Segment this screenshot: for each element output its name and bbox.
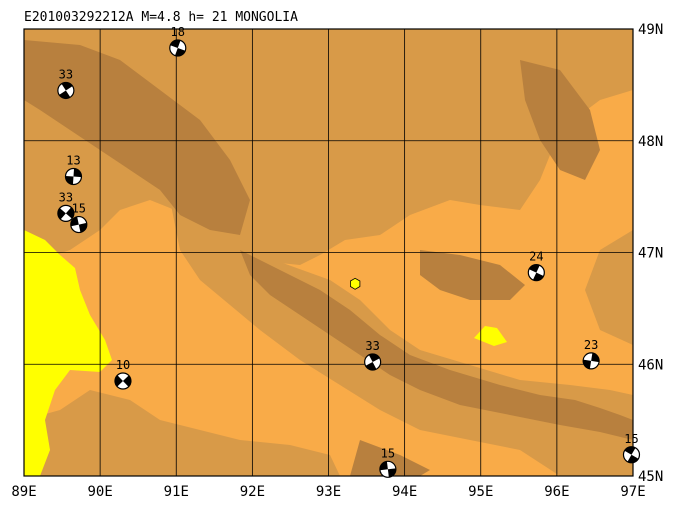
- depth-label: 24: [529, 250, 543, 264]
- longitude-tick-label: 95E: [468, 484, 493, 500]
- depth-label: 10: [116, 358, 130, 372]
- epicenter-marker: [349, 277, 361, 290]
- longitude-tick-label: 97E: [620, 484, 645, 500]
- compressional-quadrant: [583, 359, 592, 369]
- focal-mechanism: 15: [70, 202, 88, 234]
- compressional-quadrant: [65, 175, 74, 185]
- compressional-quadrant: [70, 216, 79, 227]
- depth-label: 33: [59, 190, 73, 204]
- longitude-tick-label: 96E: [544, 484, 569, 500]
- compressional-quadrant: [624, 446, 636, 455]
- compressional-quadrant: [379, 461, 388, 471]
- compressional-quadrant: [175, 47, 186, 56]
- terrain-ridge-east: [420, 250, 525, 300]
- compressional-quadrant: [78, 222, 87, 233]
- depth-label: 33: [59, 67, 73, 81]
- focal-mechanism: 33: [364, 339, 382, 371]
- compressional-quadrant: [65, 207, 74, 219]
- compressional-quadrant: [59, 90, 71, 99]
- terrain-ridge-northeast: [520, 60, 600, 180]
- longitude-tick-label: 94E: [392, 484, 417, 500]
- depth-label: 15: [624, 432, 638, 446]
- depth-label: 15: [72, 202, 86, 216]
- compressional-quadrant: [170, 39, 181, 48]
- focal-mechanism: 33: [57, 190, 75, 222]
- compressional-quadrant: [529, 264, 540, 273]
- terrain-highland-southwest: [24, 390, 340, 476]
- longitude-tick-label: 90E: [87, 484, 112, 500]
- terrain-highland-east: [585, 230, 633, 345]
- terrain-mountain-central: [240, 250, 633, 440]
- epicenter-layer: [349, 277, 361, 290]
- latitude-tick-label: 49N: [638, 22, 663, 38]
- depth-label: 13: [66, 154, 80, 168]
- terrain-mountain-north: [24, 40, 250, 235]
- compressional-quadrant: [57, 208, 66, 220]
- compressional-quadrant: [627, 454, 639, 463]
- longitude-tick-label: 91E: [164, 484, 189, 500]
- latitude-tick-label: 46N: [638, 357, 663, 373]
- lake-west: [24, 230, 112, 476]
- compressional-quadrant: [114, 375, 123, 387]
- compressional-quadrant: [532, 272, 544, 281]
- lake-east: [474, 326, 507, 346]
- longitude-tick-label: 89E: [11, 484, 36, 500]
- compressional-quadrant: [387, 468, 396, 478]
- depth-label: 15: [381, 446, 395, 460]
- focal-mechanism: 18: [169, 25, 187, 57]
- compressional-quadrant: [61, 82, 73, 91]
- focal-mechanism: 13: [64, 154, 83, 186]
- focal-mechanism: 24: [527, 250, 545, 282]
- depth-label: 23: [584, 338, 598, 352]
- compressional-quadrant: [122, 375, 131, 387]
- compressional-quadrant: [365, 362, 377, 371]
- latitude-tick-label: 48N: [638, 134, 663, 150]
- focal-mechanism: 23: [582, 338, 600, 370]
- map-title: E201003292212A M=4.8 h= 21 MONGOLIA: [24, 10, 298, 25]
- focal-mechanism: 15: [622, 432, 641, 464]
- latitude-tick-label: 47N: [638, 246, 663, 262]
- map-frame: [23, 28, 634, 477]
- latitude-tick-label: 45N: [638, 469, 663, 485]
- longitude-tick-label: 93E: [316, 484, 341, 500]
- latitude-labels: 49N 48N 47N 46N 45N: [638, 22, 663, 485]
- compressional-quadrant: [368, 354, 380, 363]
- focal-mechanism: 33: [57, 67, 75, 100]
- longitude-tick-label: 92E: [240, 484, 265, 500]
- depth-label: 18: [171, 25, 185, 39]
- compressional-quadrant: [591, 352, 600, 363]
- focal-mechanism: 15: [379, 446, 397, 478]
- depth-label: 33: [365, 339, 379, 353]
- longitude-labels: 89E 90E 91E 92E 93E 94E 95E 96E 97E: [11, 484, 645, 500]
- compressional-quadrant: [73, 168, 82, 178]
- terrain-ridge-south: [350, 440, 430, 476]
- focal-mechanism: 10: [114, 358, 132, 390]
